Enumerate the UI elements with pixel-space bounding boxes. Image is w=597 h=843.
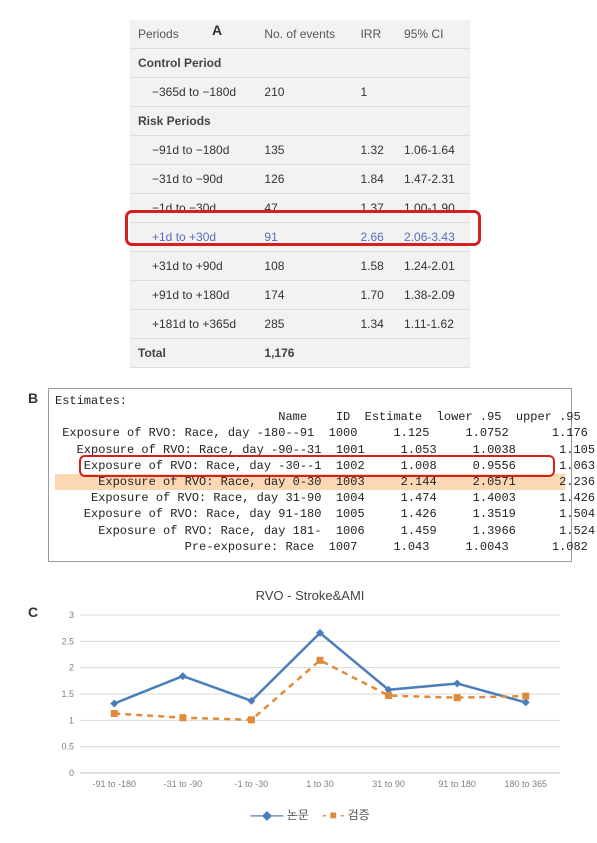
svg-text:180 to 365: 180 to 365 bbox=[504, 779, 547, 789]
table-row: +1d to +30d912.662.06-3.43 bbox=[130, 223, 470, 252]
chart-legend: —◆— 논문 - ■ - 검증 bbox=[50, 806, 570, 823]
table-row: −365d to −180d2101 bbox=[130, 78, 470, 107]
svg-text:1: 1 bbox=[69, 715, 74, 725]
svg-text:1.5: 1.5 bbox=[61, 689, 74, 699]
table-a-header: Periods No. of events IRR 95% CI bbox=[130, 20, 470, 49]
estimates-row: Pre-exposure: Race 1007 1.043 1.0043 1.0… bbox=[55, 540, 588, 554]
table-section-row: Risk Periods bbox=[130, 107, 470, 136]
estimates-header: Name ID Estimate lower .95 upper .95 bbox=[55, 410, 581, 424]
svg-text:91 to 180: 91 to 180 bbox=[438, 779, 476, 789]
panel-a-label: A bbox=[212, 22, 222, 38]
svg-text:-31 to -90: -31 to -90 bbox=[164, 779, 203, 789]
panel-c: C RVO - Stroke&AMI 0 0.5 1 1.5 2 2.5 3 -91 to -… bbox=[30, 588, 567, 823]
panel-a: A Periods No. of events IRR 95% CI Contr… bbox=[130, 20, 567, 368]
table-row: +31d to +90d1081.581.24-2.01 bbox=[130, 252, 470, 281]
svg-text:2: 2 bbox=[69, 663, 74, 673]
chart-title: RVO - Stroke&AMI bbox=[50, 588, 570, 603]
svg-text:1 to 30: 1 to 30 bbox=[306, 779, 334, 789]
col-irr: IRR bbox=[352, 20, 396, 49]
legend-label-2: 검증 bbox=[348, 808, 370, 822]
estimates-row: Exposure of RVO: Race, day 181- 1006 1.4… bbox=[55, 524, 595, 538]
estimates-row: Exposure of RVO: Race, day -90--31 1001 … bbox=[55, 443, 595, 457]
table-section-row: Control Period bbox=[130, 49, 470, 78]
table-row: −31d to −90d1261.841.47-2.31 bbox=[130, 165, 470, 194]
estimates-title: Estimates: bbox=[55, 394, 127, 408]
legend-label-1: 논문 bbox=[287, 808, 309, 822]
panel-b: B Estimates: Name ID Estimate lower .95 … bbox=[30, 388, 567, 562]
svg-text:0: 0 bbox=[69, 768, 74, 778]
svg-text:-1 to -30: -1 to -30 bbox=[235, 779, 269, 789]
svg-text:-91 to -180: -91 to -180 bbox=[93, 779, 137, 789]
table-row: +91d to +180d1741.701.38-2.09 bbox=[130, 281, 470, 310]
table-row: −91d to −180d1351.321.06-1.64 bbox=[130, 136, 470, 165]
chart-wrap: RVO - Stroke&AMI 0 0.5 1 1.5 2 2.5 3 -91 to -18… bbox=[50, 588, 570, 823]
estimates-row-highlight: Exposure of RVO: Race, day 0-30 1003 2.1… bbox=[55, 474, 565, 490]
panel-c-label: C bbox=[28, 604, 38, 620]
estimates-box: Estimates: Name ID Estimate lower .95 up… bbox=[48, 388, 572, 562]
line-chart: 0 0.5 1 1.5 2 2.5 3 -91 to -180 -31 to -90 -1 to … bbox=[50, 607, 570, 797]
table-total-row: Total1,176 bbox=[130, 339, 470, 368]
table-row: +181d to +365d2851.341.11-1.62 bbox=[130, 310, 470, 339]
estimates-row: Exposure of RVO: Race, day 91-180 1005 1… bbox=[55, 507, 595, 521]
legend-marker-2: - ■ - bbox=[322, 808, 344, 822]
table-row: −1d to −30d471.371.00-1.90 bbox=[130, 194, 470, 223]
svg-text:2.5: 2.5 bbox=[61, 636, 74, 646]
estimates-row: Exposure of RVO: Race, day -180--91 1000… bbox=[55, 426, 588, 440]
table-a: Periods No. of events IRR 95% CI Control… bbox=[130, 20, 470, 368]
svg-text:3: 3 bbox=[69, 610, 74, 620]
col-ci: 95% CI bbox=[396, 20, 470, 49]
svg-text:31 to 90: 31 to 90 bbox=[372, 779, 405, 789]
svg-text:0.5: 0.5 bbox=[61, 742, 74, 752]
legend-marker-1: —◆— bbox=[250, 808, 283, 822]
estimates-row: Exposure of RVO: Race, day 31-90 1004 1.… bbox=[55, 491, 595, 505]
estimates-row: Exposure of RVO: Race, day -30--1 1002 1… bbox=[55, 459, 595, 473]
col-periods: Periods bbox=[130, 20, 256, 49]
col-events: No. of events bbox=[256, 20, 352, 49]
panel-b-label: B bbox=[28, 390, 38, 406]
